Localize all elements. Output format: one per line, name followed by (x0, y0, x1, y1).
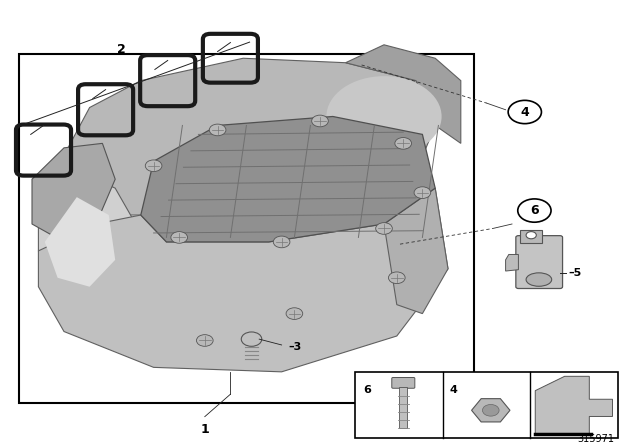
Circle shape (171, 232, 188, 243)
Polygon shape (346, 45, 461, 143)
Circle shape (196, 335, 213, 346)
Circle shape (414, 187, 431, 198)
Circle shape (145, 160, 162, 172)
Circle shape (395, 138, 412, 149)
Circle shape (508, 100, 541, 124)
Text: 4: 4 (449, 385, 457, 396)
Circle shape (209, 124, 226, 136)
Circle shape (312, 115, 328, 127)
Ellipse shape (326, 76, 442, 157)
FancyBboxPatch shape (399, 388, 407, 428)
FancyBboxPatch shape (516, 236, 563, 289)
Text: 6: 6 (530, 204, 539, 217)
FancyBboxPatch shape (355, 372, 618, 438)
FancyBboxPatch shape (520, 230, 542, 243)
Polygon shape (38, 188, 448, 372)
Polygon shape (384, 188, 448, 314)
Ellipse shape (526, 273, 552, 286)
FancyBboxPatch shape (19, 54, 474, 403)
Polygon shape (506, 254, 518, 271)
FancyBboxPatch shape (392, 378, 415, 388)
Text: –3: –3 (288, 342, 301, 352)
Circle shape (388, 272, 405, 284)
Text: 4: 4 (520, 105, 529, 119)
Polygon shape (38, 170, 141, 296)
Circle shape (376, 223, 392, 234)
Circle shape (273, 236, 290, 248)
Circle shape (526, 232, 536, 239)
Text: 6: 6 (363, 385, 371, 396)
Polygon shape (51, 58, 435, 215)
Circle shape (518, 199, 551, 222)
Polygon shape (45, 197, 115, 287)
Text: –5: –5 (568, 268, 582, 278)
Text: 2: 2 (117, 43, 126, 56)
Polygon shape (32, 143, 115, 242)
Polygon shape (535, 376, 612, 434)
Polygon shape (141, 116, 435, 242)
Circle shape (483, 405, 499, 416)
Circle shape (241, 332, 262, 346)
Text: 1: 1 (200, 423, 209, 436)
Text: 315971: 315971 (577, 435, 614, 444)
Circle shape (286, 308, 303, 319)
